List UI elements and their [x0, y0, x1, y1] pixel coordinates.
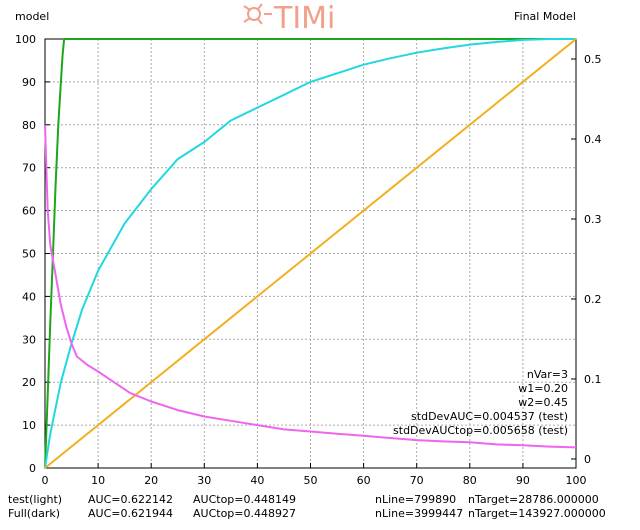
w1-annotation: w1=0.20 [518, 382, 568, 395]
y-tick-label: 0 [29, 462, 36, 475]
timi-logo: TIMi [240, 0, 370, 36]
x-tick-label: 40 [250, 474, 264, 487]
y2-tick-label: 0.5 [584, 53, 602, 66]
series-line-orange [44, 38, 577, 469]
y-tick-label: 10 [22, 419, 36, 432]
footer-row-test-nline: nLine=799890 [375, 493, 457, 506]
x-tick-label: 10 [91, 474, 105, 487]
series-line-pink [44, 124, 577, 449]
y-tick-label: 50 [22, 248, 36, 261]
y2-tick-label: 0.2 [584, 293, 602, 306]
x-tick-label: 80 [463, 474, 477, 487]
footer-row-full-auc: AUC=0.621944 [88, 507, 173, 520]
y-tick-label: 90 [22, 76, 36, 89]
x-tick-label: 70 [410, 474, 424, 487]
x-tick-label: 0 [42, 474, 49, 487]
footer-row-full-auctop: AUCtop=0.448927 [193, 507, 296, 520]
y-tick-label: 30 [22, 333, 36, 346]
footer-row-test-auc: AUC=0.622142 [88, 493, 173, 506]
logo-gear-icon [247, 7, 261, 21]
footer-row-test-auctop: AUCtop=0.448149 [193, 493, 296, 506]
y-tick-label: 70 [22, 162, 36, 175]
x-tick-label: 50 [304, 474, 318, 487]
x-tick-label: 30 [197, 474, 211, 487]
series-line-green [44, 38, 576, 469]
model-label: model [15, 10, 50, 23]
footer-row-full-nline: nLine=3999447 [375, 507, 464, 520]
x-tick-label: 60 [357, 474, 371, 487]
y-tick-label: 80 [22, 119, 36, 132]
y-tick-label: 100 [15, 33, 36, 46]
footer-row-full-label: Full(dark) [8, 507, 61, 520]
std-auctop-annotation: stdDevAUCtop=0.005658 (test) [393, 424, 568, 437]
y2-tick-label: 0 [584, 453, 591, 466]
footer-row-full-ntarget: nTarget=143927.000000 [468, 507, 606, 520]
final-model-label: Final Model [514, 10, 576, 23]
footer-row-test-ntarget: nTarget=28786.000000 [468, 493, 599, 506]
tick-labels: 0 10 20 30 40 50 60 70 80 90 100 0 10 20 30 40 50 60 70 80 9… [15, 33, 602, 487]
x-tick-label: 100 [566, 474, 587, 487]
y2-tick-label: 0.3 [584, 213, 602, 226]
nvar-annotation: nVar=3 [526, 368, 568, 381]
logo-text: TIMi [273, 1, 335, 34]
y-tick-label: 40 [22, 290, 36, 303]
y2-tick-label: 0.4 [584, 133, 602, 146]
timi-logo-graphic: TIMi [243, 1, 335, 36]
y2-tick-label: 0.1 [584, 373, 602, 386]
x-tick-label: 20 [144, 474, 158, 487]
series-lines [44, 38, 577, 469]
w2-annotation: w2=0.45 [518, 396, 568, 409]
y-tick-label: 60 [22, 205, 36, 218]
footer-row-test-label: test(light) [8, 493, 63, 506]
y-tick-label: 20 [22, 376, 36, 389]
std-auc-annotation: stdDevAUC=0.004537 (test) [411, 410, 568, 423]
annotation-block: nVar=3 w1=0.20 w2=0.45 stdDevAUC=0.00453… [393, 368, 568, 438]
x-tick-label: 90 [516, 474, 530, 487]
